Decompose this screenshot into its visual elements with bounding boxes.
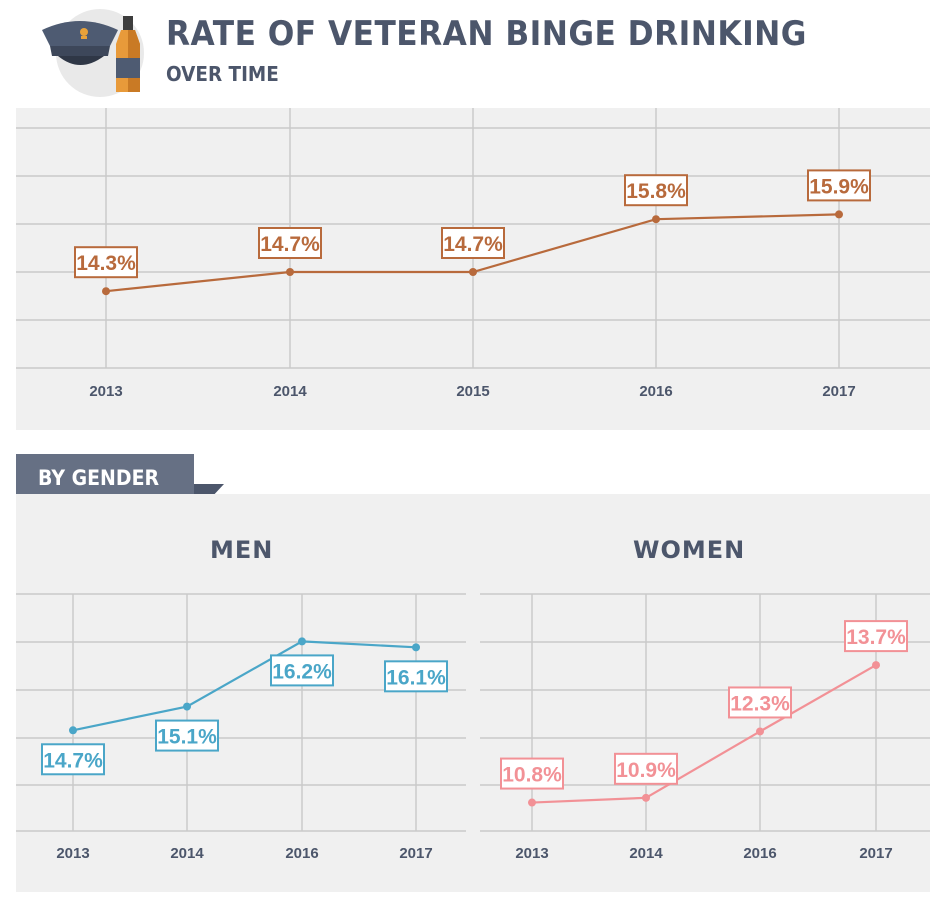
data-point <box>298 637 306 646</box>
data-point <box>835 210 843 219</box>
x-tick-label: 2013 <box>56 845 89 862</box>
x-tick-label: 2014 <box>170 845 204 862</box>
data-label-box <box>500 757 564 790</box>
data-point <box>528 798 536 807</box>
data-point <box>412 643 420 652</box>
x-tick-label: 2014 <box>273 383 307 400</box>
data-label: 10.8% <box>502 764 562 787</box>
overall-rate-chart: 14.3% 14.7% 14.7% 15.8% 15.9% 2013 2014 2015 201… <box>16 108 930 400</box>
women-rate-chart: 10.8% 10.9% 12.3% 13.7% 2013 2014 2016 2017 <box>480 593 930 862</box>
data-point <box>286 268 294 276</box>
data-label-box <box>41 743 105 776</box>
x-tick-label: 2013 <box>515 845 548 862</box>
data-point <box>102 287 110 296</box>
data-label-box <box>74 246 138 279</box>
data-point <box>652 215 660 224</box>
x-tick-label: 2016 <box>743 845 776 862</box>
x-tick-label: 2013 <box>89 383 122 400</box>
series-line <box>531 664 877 804</box>
x-tick-label: 2015 <box>456 383 489 400</box>
data-label: 14.7% <box>260 233 320 256</box>
data-label: 15.1% <box>157 726 217 749</box>
data-label: 14.7% <box>443 233 503 256</box>
data-label: 10.9% <box>616 759 676 782</box>
page-subtitle: OVER TIME <box>166 62 279 86</box>
men-chart-title: MEN <box>210 536 274 564</box>
data-label: 12.3% <box>730 692 790 715</box>
x-tick-label: 2017 <box>859 845 892 862</box>
data-label-box <box>728 686 792 719</box>
data-label-box <box>844 620 908 653</box>
military-cap-icon <box>42 21 118 65</box>
data-label: 14.7% <box>43 749 103 772</box>
x-tick-label: 2014 <box>629 845 663 862</box>
data-label: 14.3% <box>76 252 136 275</box>
data-label-box <box>258 227 322 259</box>
data-label: 16.2% <box>272 660 332 683</box>
data-point <box>872 661 880 670</box>
data-label-box <box>155 719 219 752</box>
x-tick-label: 2016 <box>639 383 672 400</box>
data-label: 15.8% <box>626 180 686 203</box>
data-point <box>183 702 191 711</box>
data-label-box <box>807 169 871 202</box>
data-label: 13.7% <box>846 626 906 649</box>
header-illustration <box>42 9 144 97</box>
series-line <box>72 640 417 732</box>
data-point <box>756 727 764 736</box>
gender-panel: 14.7% 15.1% 16.2% 16.1% 2013 2014 2016 2017 10.… <box>16 494 930 892</box>
men-rate-chart: 14.7% 15.1% 16.2% 16.1% 2013 2014 2016 2017 <box>16 593 466 862</box>
data-label-box <box>384 660 448 693</box>
data-point <box>69 726 77 735</box>
page-title: RATE OF VETERAN BINGE DRINKING <box>166 14 807 54</box>
grid <box>16 108 930 369</box>
x-tick-label: 2017 <box>399 845 432 862</box>
data-label-box <box>270 654 334 687</box>
data-point <box>642 793 650 802</box>
header: RATE OF VETERAN BINGE DRINKING OVER TIME <box>0 0 947 100</box>
women-chart-title: WOMEN <box>633 536 746 564</box>
overall-chart-panel: 14.3% 14.7% 14.7% 15.8% 15.9% 2013 2014 2015 201… <box>16 108 930 430</box>
data-point <box>469 268 477 276</box>
data-label: 15.9% <box>809 175 869 198</box>
section-label: BY GENDER <box>38 466 160 490</box>
x-tick-label: 2017 <box>822 383 855 400</box>
data-label-box <box>614 752 678 785</box>
data-label-box <box>624 174 688 207</box>
liquor-bottle-icon <box>116 16 140 92</box>
x-tick-label: 2016 <box>285 845 318 862</box>
data-label-box <box>441 227 505 259</box>
data-label: 16.1% <box>386 666 446 689</box>
grid <box>16 593 466 832</box>
